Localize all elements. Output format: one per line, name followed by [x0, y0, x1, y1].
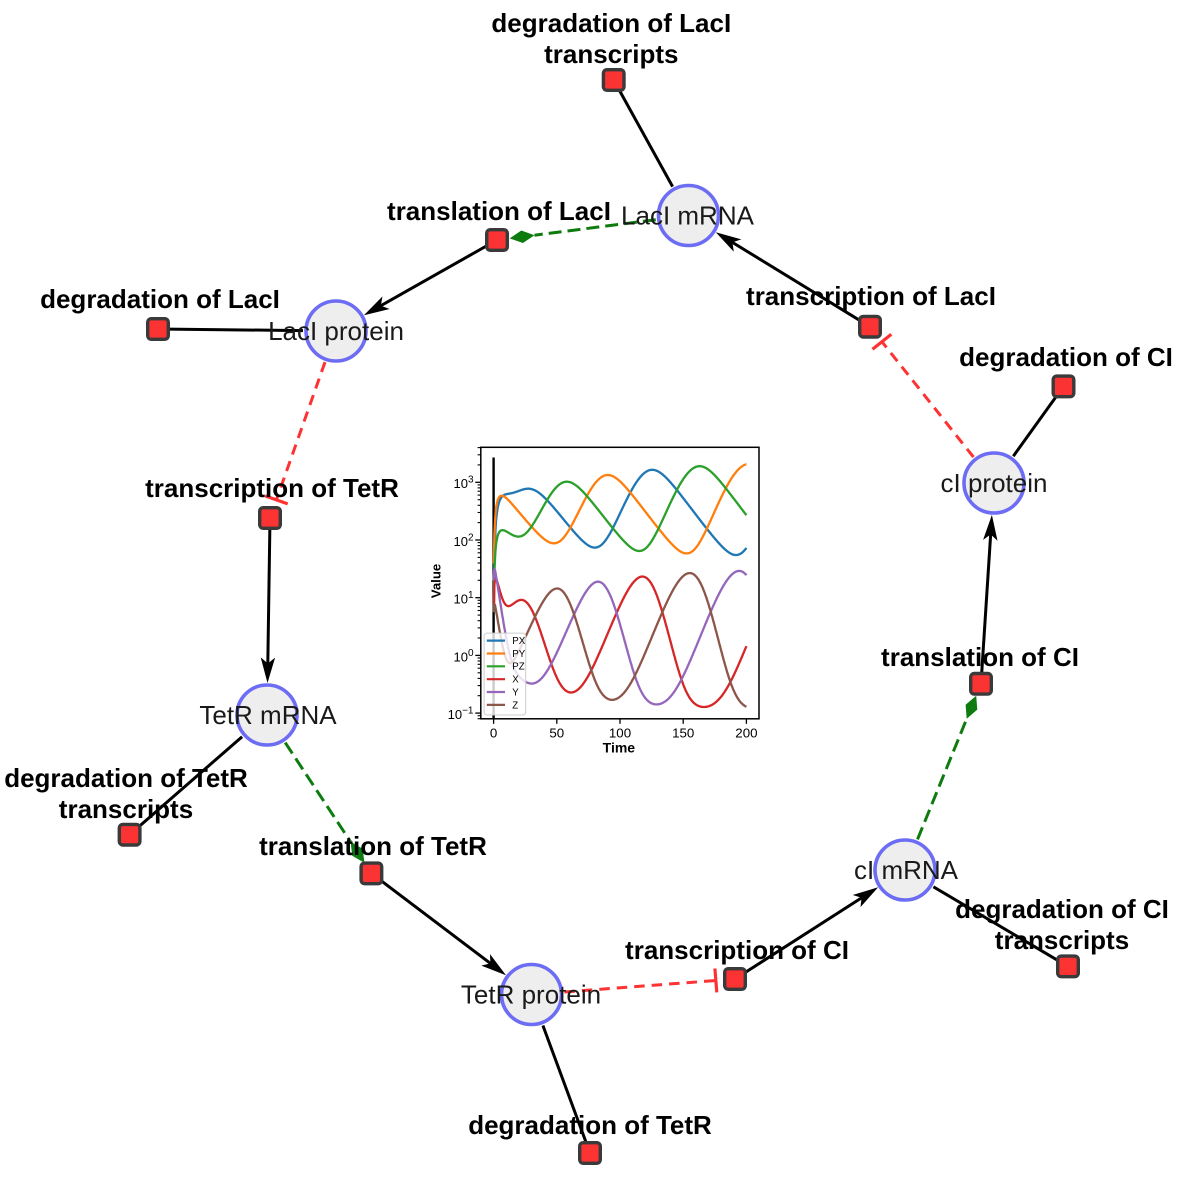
svg-text:degradation of CI: degradation of CI	[959, 342, 1173, 372]
svg-text:degradation of TetR: degradation of TetR	[4, 763, 248, 793]
svg-text:transcription of CI: transcription of CI	[625, 935, 849, 965]
svg-text:Value: Value	[429, 564, 444, 598]
svg-text:Time: Time	[603, 740, 636, 756]
svg-text:transcripts: transcripts	[995, 925, 1129, 955]
svg-text:TetR protein: TetR protein	[461, 980, 601, 1010]
svg-text:transcription of LacI: transcription of LacI	[746, 281, 996, 311]
svg-text:transcripts: transcripts	[544, 39, 678, 69]
svg-text:cI mRNA: cI mRNA	[854, 855, 959, 885]
svg-text:translation of LacI: translation of LacI	[387, 196, 611, 226]
svg-text:Y: Y	[512, 687, 519, 698]
svg-text:PX: PX	[512, 636, 525, 647]
svg-text:transcripts: transcripts	[59, 794, 193, 824]
svg-text:Z: Z	[512, 700, 518, 711]
svg-text:LacI mRNA: LacI mRNA	[621, 201, 755, 231]
svg-text:cI protein: cI protein	[941, 468, 1048, 498]
svg-text:X: X	[512, 675, 519, 686]
svg-text:degradation of CI: degradation of CI	[955, 894, 1169, 924]
svg-text:translation of CI: translation of CI	[881, 642, 1079, 672]
svg-text:LacI protein: LacI protein	[268, 316, 404, 346]
svg-text:TetR mRNA: TetR mRNA	[199, 700, 337, 730]
svg-text:0: 0	[490, 725, 497, 740]
svg-text:PZ: PZ	[512, 662, 524, 673]
svg-text:translation of TetR: translation of TetR	[259, 831, 487, 861]
svg-text:100: 100	[609, 725, 631, 740]
svg-text:150: 150	[672, 725, 694, 740]
svg-text:PY: PY	[512, 649, 525, 660]
svg-text:degradation of LacI: degradation of LacI	[491, 8, 731, 38]
svg-text:200: 200	[735, 725, 757, 740]
svg-text:transcription of TetR: transcription of TetR	[145, 473, 399, 503]
svg-text:degradation of LacI: degradation of LacI	[40, 284, 280, 314]
svg-text:50: 50	[549, 725, 564, 740]
svg-text:degradation of TetR: degradation of TetR	[468, 1110, 712, 1140]
